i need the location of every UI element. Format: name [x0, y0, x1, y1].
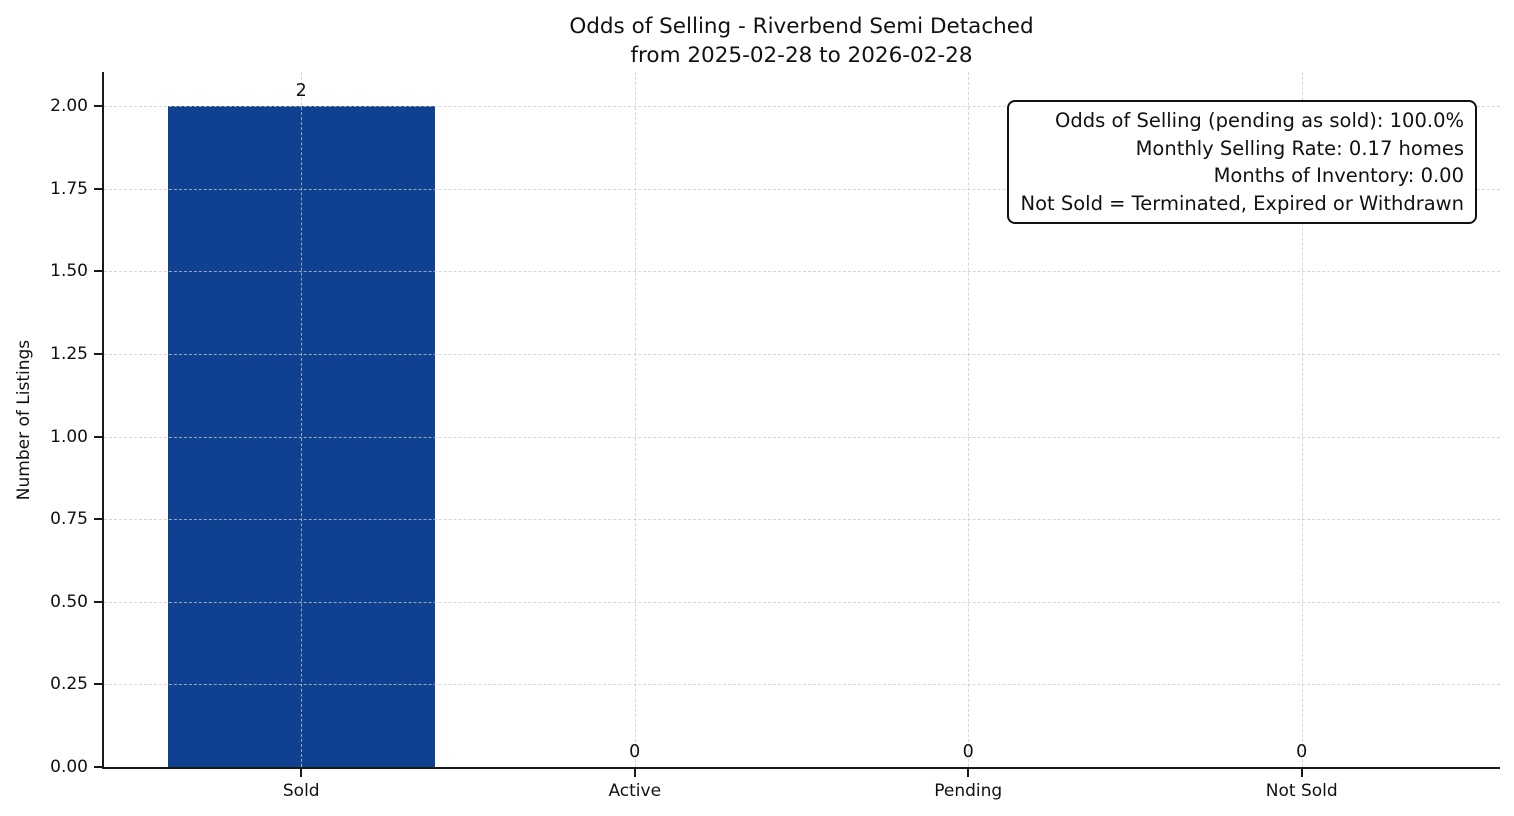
gridline-horizontal [104, 436, 1500, 438]
annotation-line-monthly-rate: Monthly Selling Rate: 0.17 homes [1135, 136, 1464, 160]
gridline-horizontal [104, 271, 1500, 273]
y-tick-mark [94, 352, 103, 355]
chart-title-block: Odds of Selling - Riverbend Semi Detache… [103, 12, 1500, 70]
y-tick-label: 2.00 [50, 96, 88, 116]
y-tick-mark [94, 270, 103, 273]
gridline-vertical [634, 72, 636, 767]
x-tick-label: Pending [934, 781, 1003, 801]
y-tick-mark [94, 766, 103, 768]
annotation-line-not-sold-note: Not Sold = Terminated, Expired or Withdr… [1020, 191, 1464, 215]
gridline-horizontal [104, 519, 1500, 521]
y-tick-label: 1.25 [50, 343, 88, 364]
x-tick-mark [1300, 769, 1303, 777]
y-tick-label: 0.75 [50, 509, 88, 530]
annotation-line-odds: Odds of Selling (pending as sold): 100.0… [1054, 109, 1464, 132]
y-tick-mark [94, 435, 103, 438]
x-tick-mark [300, 769, 303, 777]
y-tick-mark [94, 187, 103, 190]
y-tick-mark [94, 105, 103, 107]
gridline-horizontal [104, 601, 1500, 603]
chart-title: Odds of Selling - Riverbend Semi Detache… [569, 14, 1034, 39]
bar-value-label: 0 [1296, 742, 1308, 762]
chart-subtitle: from 2025-02-28 to 2026-02-28 [630, 43, 973, 68]
gridline-vertical [1301, 72, 1303, 767]
x-tick-mark [633, 769, 636, 777]
x-tick-label: Not Sold [1265, 781, 1338, 801]
y-tick-label: 0.00 [50, 757, 88, 777]
x-tick-label: Active [608, 781, 662, 801]
y-tick-label: 0.25 [50, 674, 88, 695]
y-tick-label: 1.00 [50, 426, 88, 447]
gridline-horizontal [104, 684, 1500, 686]
y-axis-spine [102, 72, 104, 769]
gridline-vertical [301, 72, 303, 767]
gridline-horizontal [104, 353, 1500, 355]
y-tick-mark [94, 518, 103, 521]
y-tick-mark [94, 683, 103, 686]
annotation-line-inventory: Months of Inventory: 0.00 [1213, 164, 1464, 187]
x-tick-mark [967, 769, 970, 777]
bar-value-label: 0 [629, 742, 641, 762]
y-tick-label: 1.75 [50, 178, 88, 199]
x-axis-spine [102, 767, 1500, 769]
y-tick-label: 0.50 [50, 591, 88, 612]
y-tick-mark [94, 600, 103, 603]
bar-value-label: 2 [295, 81, 307, 101]
gridline-horizontal [104, 188, 1500, 190]
x-tick-label: Sold [282, 781, 320, 801]
gridline-horizontal [104, 106, 1500, 107]
y-tick-label: 1.50 [50, 261, 88, 282]
stats-annotation-box: Odds of Selling (pending as sold): 100.0… [1007, 100, 1477, 224]
gridline-vertical [968, 72, 970, 767]
bar-value-label: 0 [962, 742, 974, 762]
